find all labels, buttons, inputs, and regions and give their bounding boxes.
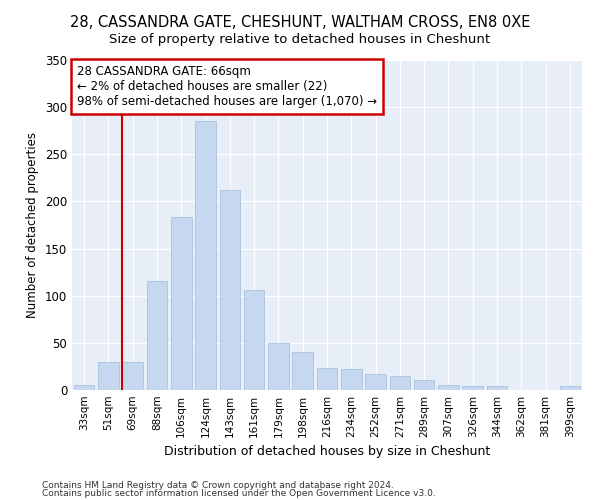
Bar [365,374,386,390]
Bar [389,376,410,390]
Text: 28 CASSANDRA GATE: 66sqm
← 2% of detached houses are smaller (22)
98% of semi-de: 28 CASSANDRA GATE: 66sqm ← 2% of detache… [77,65,377,108]
Y-axis label: Number of detached properties: Number of detached properties [26,132,40,318]
Text: 28, CASSANDRA GATE, CHESHUNT, WALTHAM CROSS, EN8 0XE: 28, CASSANDRA GATE, CHESHUNT, WALTHAM CR… [70,15,530,30]
Bar [414,380,434,390]
Bar [560,386,580,390]
Bar [317,368,337,390]
Text: Contains HM Land Registry data © Crown copyright and database right 2024.: Contains HM Land Registry data © Crown c… [42,480,394,490]
Bar [122,362,143,390]
Bar [171,216,191,390]
Bar [220,190,240,390]
X-axis label: Distribution of detached houses by size in Cheshunt: Distribution of detached houses by size … [164,446,490,458]
Bar [463,386,483,390]
Bar [438,386,459,390]
Bar [487,386,508,390]
Bar [341,370,362,390]
Bar [292,352,313,390]
Bar [244,290,265,390]
Bar [146,280,167,390]
Text: Contains public sector information licensed under the Open Government Licence v3: Contains public sector information licen… [42,489,436,498]
Bar [74,386,94,390]
Bar [195,122,216,390]
Bar [98,362,119,390]
Bar [268,343,289,390]
Text: Size of property relative to detached houses in Cheshunt: Size of property relative to detached ho… [109,32,491,46]
